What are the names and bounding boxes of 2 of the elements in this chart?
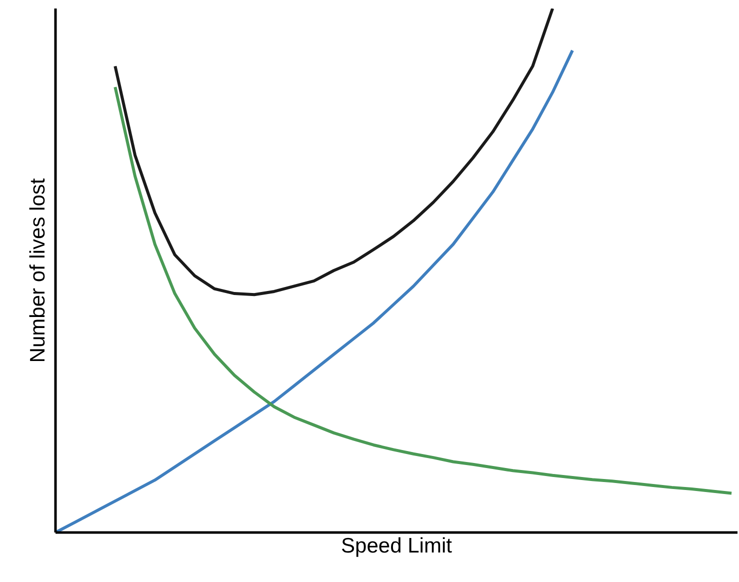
x-axis-title: Speed Limit — [341, 534, 452, 558]
y-axis-title: Number of lives lost — [26, 178, 50, 363]
